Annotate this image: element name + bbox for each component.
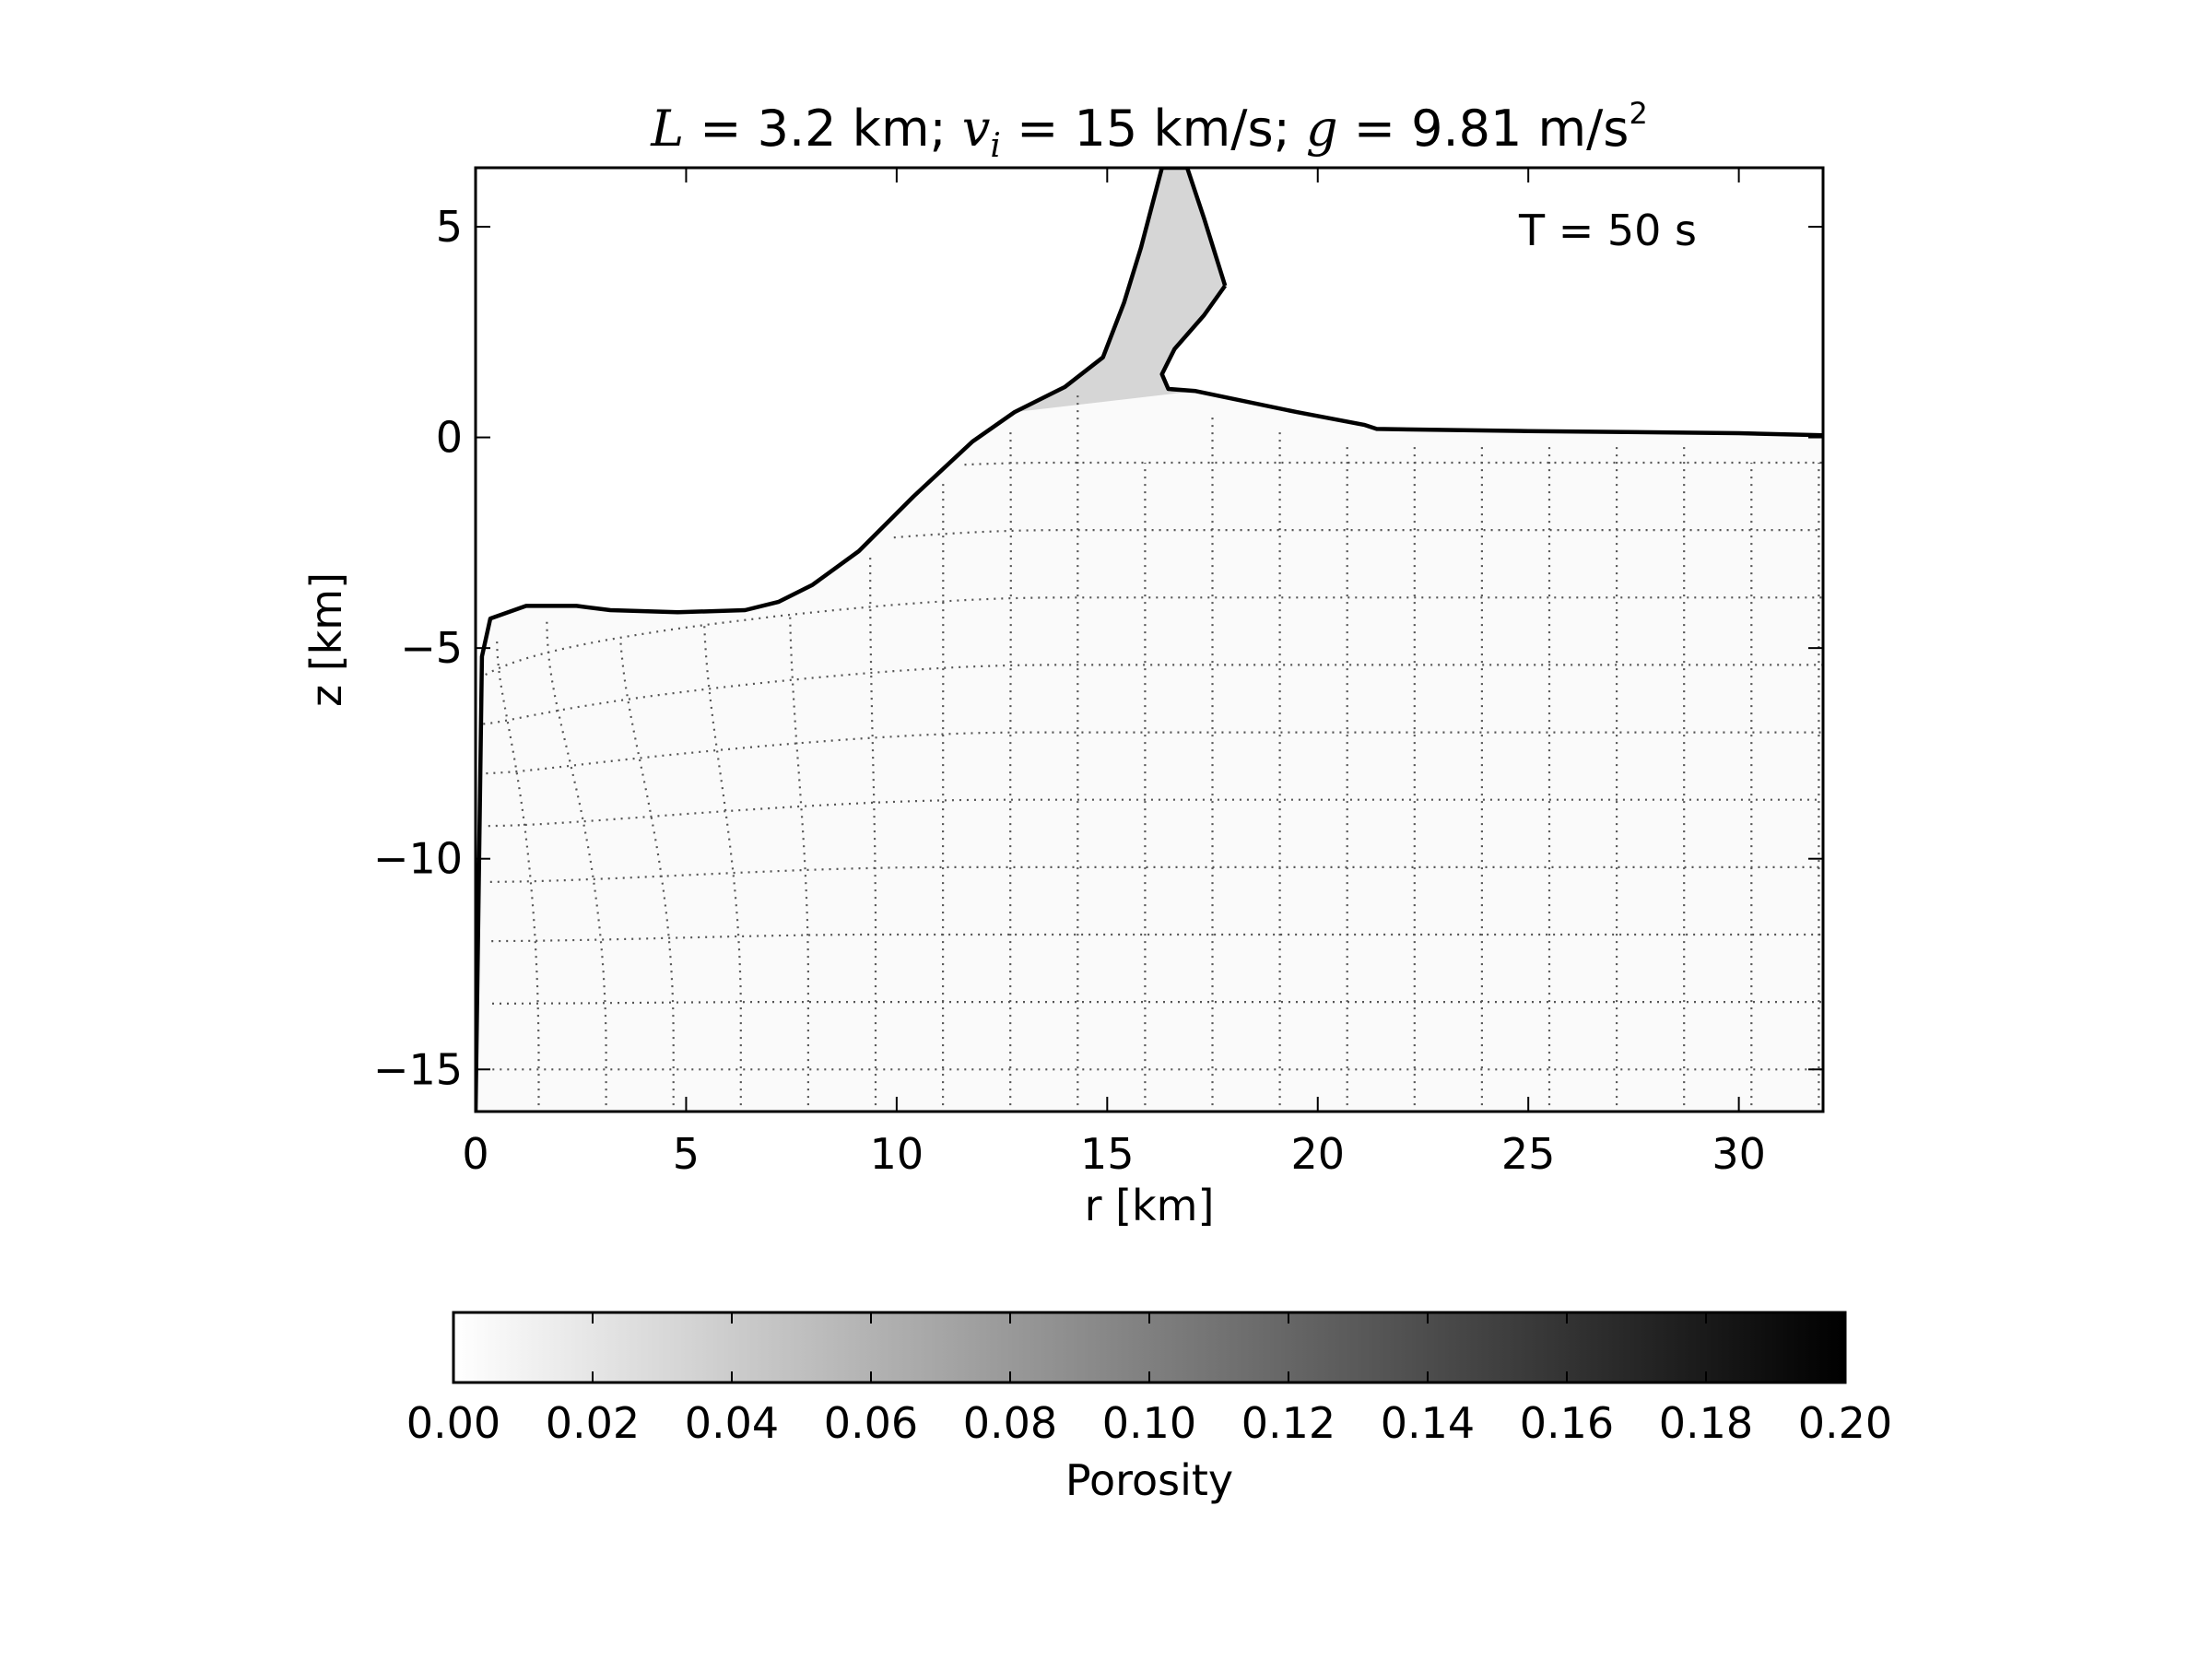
x-tick-label: 25 (1501, 1129, 1556, 1179)
crater-surface-line (476, 168, 1228, 1112)
ejecta-curtain (1014, 168, 1226, 413)
title-L-text: = 3.2 km; (684, 100, 962, 158)
title-g-symbol: g (1306, 100, 1338, 158)
x-axis-ticks: 0 5 10 15 20 25 30 (462, 168, 1766, 1179)
tracer-line-horizontal (483, 664, 1823, 725)
x-axis-label: r [km] (1085, 1181, 1215, 1230)
colorbar-label: Porosity (1065, 1455, 1233, 1505)
y-tick-label: 5 (436, 202, 463, 252)
x-tick-label: 30 (1712, 1129, 1766, 1179)
x-tick-label: 15 (1080, 1129, 1135, 1179)
colorbar-tick-label: 0.20 (1798, 1398, 1892, 1448)
lagrangian-tracer-grid (483, 394, 1823, 1112)
time-annotation: T = 50 s (1518, 206, 1697, 255)
title-g-text: = 9.81 m/s (1338, 100, 1630, 158)
plot-area (476, 168, 1823, 1112)
title-L-symbol: L (650, 100, 684, 158)
tracer-line-vertical (789, 614, 809, 1112)
y-axis-ticks: 5 0 −5 −10 −15 (373, 202, 1823, 1094)
title-v-text: = 15 km/s; (1001, 100, 1306, 158)
title-g-superscript: 2 (1629, 96, 1647, 131)
colorbar-tick-label: 0.00 (406, 1398, 500, 1448)
y-tick-label: 0 (436, 413, 463, 463)
tracer-line-horizontal (964, 461, 1823, 466)
tracer-line-vertical (546, 619, 607, 1112)
title-v-subscript: i (990, 127, 1001, 165)
tracer-line-horizontal (488, 798, 1823, 828)
target-material (476, 168, 1823, 1112)
plot-frame (474, 166, 1825, 1113)
chart-title: L = 3.2 km; vi = 15 km/s; g = 9.81 m/s2 (650, 96, 1648, 165)
x-tick-label: 5 (673, 1129, 700, 1179)
x-tick-label: 10 (870, 1129, 924, 1179)
y-tick-label: −5 (400, 623, 463, 673)
y-axis-label: z [km] (301, 572, 351, 707)
colorbar-tick-label: 0.06 (824, 1398, 918, 1448)
colorbar-tick-label: 0.08 (963, 1398, 1057, 1448)
y-tick-label: −10 (373, 834, 463, 884)
colorbar-tick-label: 0.18 (1659, 1398, 1753, 1448)
x-tick-label: 20 (1290, 1129, 1345, 1179)
tracer-line-vertical (703, 625, 742, 1112)
x-tick-label: 0 (462, 1129, 488, 1179)
tracer-line-horizontal (486, 731, 1823, 775)
colorbar-tick-label: 0.02 (546, 1398, 640, 1448)
title-v-symbol: v (962, 100, 991, 158)
colorbar-tick-label: 0.16 (1520, 1398, 1614, 1448)
y-tick-label: −15 (373, 1044, 463, 1094)
colorbar-tick-label: 0.04 (685, 1398, 779, 1448)
colorbar-ticks: 0.00 0.02 0.04 0.06 0.08 0.10 0.12 0.14 0.16 0.18… (406, 1312, 1892, 1448)
colorbar-tick-label: 0.10 (1102, 1398, 1196, 1448)
colorbar-tick-label: 0.12 (1241, 1398, 1335, 1448)
tracer-line-horizontal (893, 529, 1823, 539)
tracer-line-horizontal (492, 1001, 1823, 1005)
porosity-colorbar (452, 1311, 1847, 1384)
colorbar-tick-label: 0.14 (1381, 1398, 1475, 1448)
tracer-line-horizontal (489, 865, 1823, 883)
tracer-line-vertical (618, 637, 675, 1112)
ejecta-curtain-outer-edge (1159, 284, 1823, 438)
